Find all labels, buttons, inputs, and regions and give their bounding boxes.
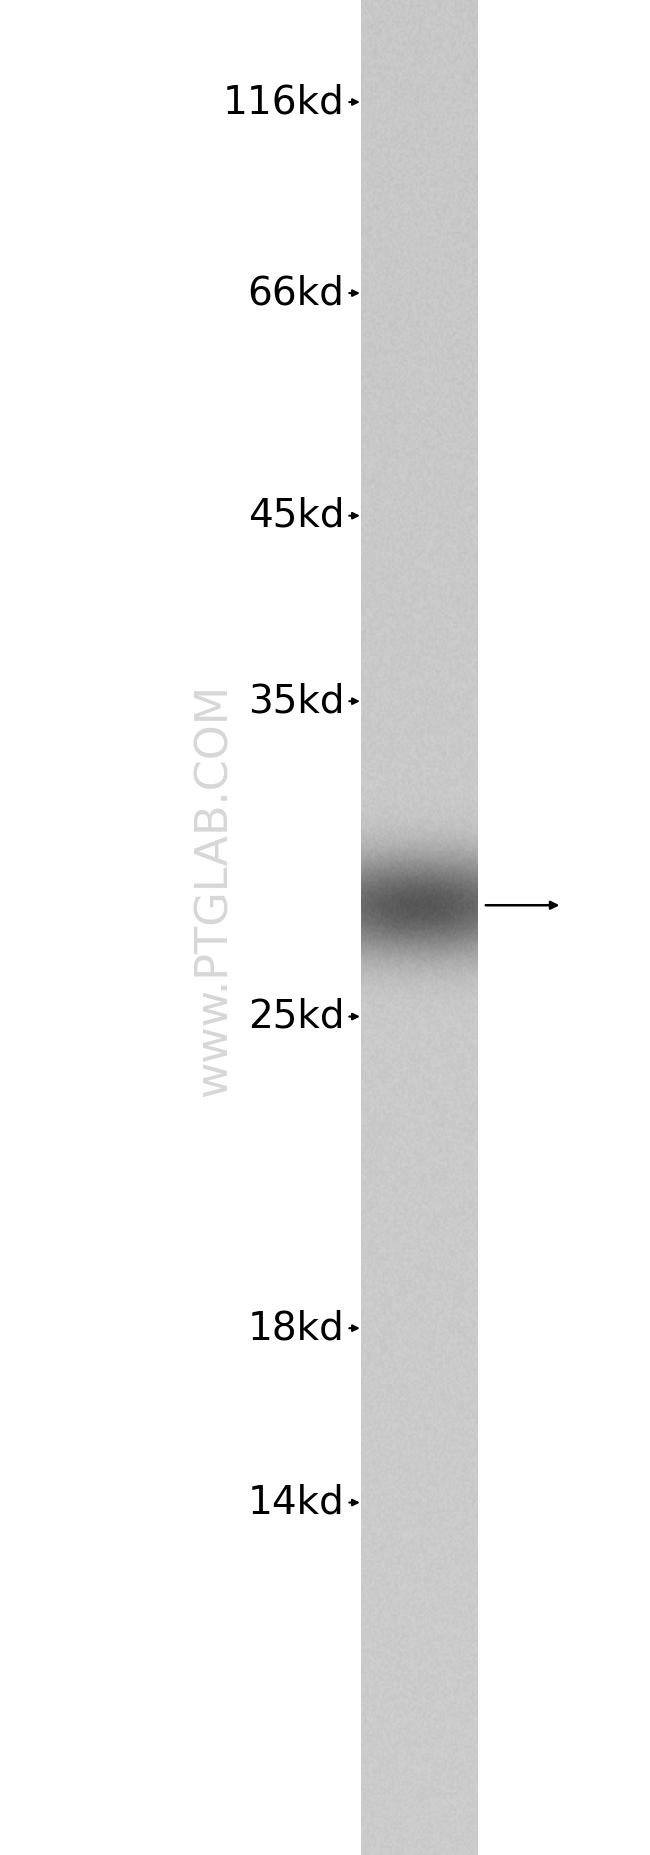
Text: 18kd: 18kd <box>248 1310 344 1347</box>
Text: 35kd: 35kd <box>248 683 344 720</box>
Text: 66kd: 66kd <box>248 275 344 312</box>
Text: 116kd: 116kd <box>223 83 344 121</box>
Text: www.PTGLAB.COM: www.PTGLAB.COM <box>193 684 236 1096</box>
Text: 45kd: 45kd <box>248 497 344 534</box>
Text: 14kd: 14kd <box>248 1484 344 1521</box>
Text: 25kd: 25kd <box>248 998 344 1035</box>
